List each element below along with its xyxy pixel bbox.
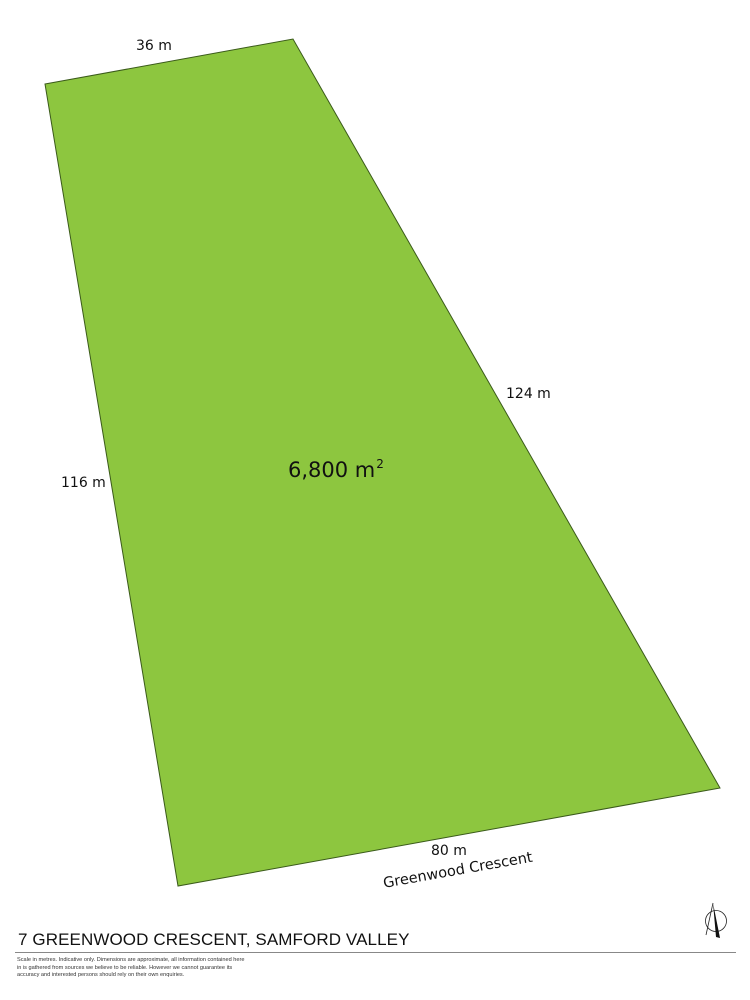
property-address: 7 GREENWOOD CRESCENT, SAMFORD VALLEY <box>18 930 410 949</box>
top-boundary-label: 36 m <box>136 38 172 54</box>
right-boundary-label: 124 m <box>506 386 551 402</box>
lot-area-value: 6,800 m <box>288 458 376 482</box>
left-boundary-label: 116 m <box>61 475 106 491</box>
lot-boundary <box>44 38 721 887</box>
bottom-boundary-label: 80 m <box>431 843 467 859</box>
north-arrow-icon <box>705 902 727 938</box>
disclaimer: Scale in metres. Indicative only. Dimens… <box>17 957 245 978</box>
area-unit-superscript: 2 <box>376 457 384 471</box>
divider <box>15 952 736 953</box>
